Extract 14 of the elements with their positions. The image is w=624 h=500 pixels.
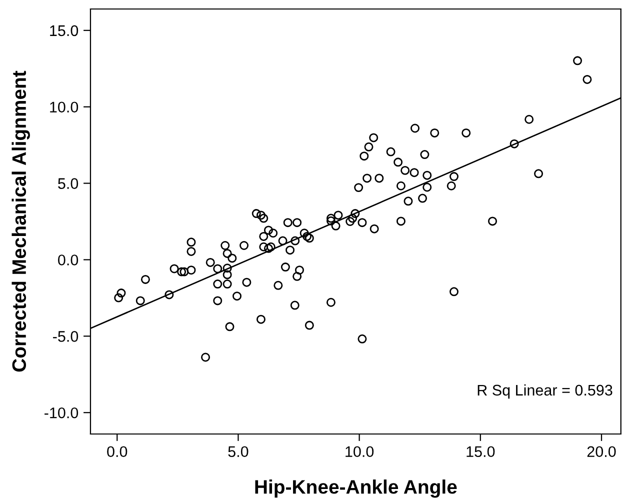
annotation: R Sq Linear = 0.593 [478, 384, 612, 399]
y-tick-label: -5.0 [53, 331, 78, 342]
x-tick-label: 10.0 [346, 446, 374, 458]
y-axis-title: Corrected Mechanical Alignment [12, 70, 30, 372]
x-tick-label: 20.0 [587, 446, 616, 458]
x-tick-label: 15.0 [466, 446, 495, 458]
y-tick-label: -10.0 [44, 407, 78, 418]
x-axis-title: Hip-Knee-Ankle Angle [255, 479, 457, 498]
y-tick-label: 15.0 [50, 25, 78, 36]
y-tick-label: 10.0 [50, 102, 78, 113]
x-tick-label: 0.0 [107, 446, 128, 458]
y-tick-label: 5.0 [58, 178, 78, 189]
y-tick-label: 0.0 [58, 254, 78, 266]
x-tick-label: 5.0 [228, 446, 248, 458]
